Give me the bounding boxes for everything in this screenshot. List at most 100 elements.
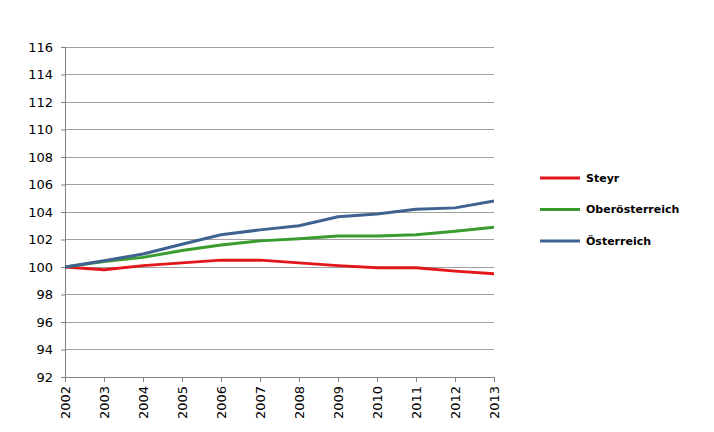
- x-tick-mark: [338, 377, 339, 382]
- y-tick: 104: [28, 205, 65, 220]
- x-tick: 2013: [487, 377, 502, 419]
- x-tick-mark: [377, 377, 378, 382]
- y-tick-label: 104: [28, 205, 53, 220]
- y-tick-mark: [61, 322, 65, 323]
- y-tick-mark: [61, 350, 65, 351]
- legend-label: Steyr: [586, 172, 620, 185]
- x-tick-mark: [65, 377, 66, 382]
- x-tick: 2007: [253, 377, 268, 419]
- legend: Steyr Oberösterreich Österreich: [540, 172, 679, 248]
- y-tick-label: 110: [28, 122, 53, 137]
- legend-label: Oberösterreich: [586, 203, 679, 216]
- x-tick-label: 2009: [331, 386, 346, 419]
- grid-line: [65, 47, 494, 48]
- y-tick-mark: [61, 212, 65, 213]
- y-tick-label: 92: [36, 370, 53, 385]
- series-line: [65, 260, 494, 274]
- grid-line: [65, 157, 494, 158]
- x-tick-mark: [104, 377, 105, 382]
- series-line: [65, 227, 494, 267]
- y-tick-mark: [61, 102, 65, 103]
- grid-line: [65, 184, 494, 185]
- y-tick: 108: [28, 150, 65, 165]
- y-tick: 114: [28, 67, 65, 82]
- y-tick-mark: [61, 295, 65, 296]
- legend-swatch: [540, 208, 580, 211]
- x-axis: 2002 2003 2004 2005 2006 2007 2008 2009 2010 2011…: [58, 377, 502, 419]
- x-tick-label: 2003: [97, 386, 112, 419]
- legend-label: Österreich: [586, 234, 651, 248]
- x-tick-mark: [221, 377, 222, 382]
- x-tick: 2008: [292, 377, 307, 419]
- legend-swatch: [540, 177, 580, 180]
- y-tick-label: 114: [28, 67, 53, 82]
- x-tick: 2003: [97, 377, 112, 419]
- y-tick-mark: [61, 377, 65, 378]
- grid-line: [65, 102, 494, 103]
- y-tick-mark: [61, 130, 65, 131]
- y-tick-mark: [61, 47, 65, 48]
- x-tick: 2005: [175, 377, 190, 419]
- x-tick-label: 2010: [370, 386, 385, 419]
- y-tick-label: 96: [36, 315, 53, 330]
- x-tick-mark: [416, 377, 417, 382]
- y-tick: 102: [28, 232, 65, 247]
- x-tick: 2004: [136, 377, 151, 419]
- y-tick-mark: [61, 157, 65, 158]
- y-tick-label: 116: [28, 40, 53, 55]
- y-tick-mark: [61, 267, 65, 268]
- series-line: [65, 201, 494, 267]
- x-tick-mark: [260, 377, 261, 382]
- legend-swatch: [540, 240, 580, 243]
- y-tick: 110: [28, 122, 65, 137]
- y-tick-label: 102: [28, 232, 53, 247]
- y-tick: 92: [36, 370, 65, 385]
- x-tick-label: 2007: [253, 386, 268, 419]
- y-axis: 92 94 96 98 100 102 104 106 108 110 112 114 116: [28, 40, 65, 385]
- y-tick: 96: [36, 315, 65, 330]
- x-tick-mark: [182, 377, 183, 382]
- grid-line: [65, 129, 494, 130]
- x-tick-label: 2012: [448, 386, 463, 419]
- x-tick: 2012: [448, 377, 463, 419]
- grid-line: [65, 322, 494, 323]
- y-axis-line: [61, 48, 66, 378]
- y-tick-label: 100: [28, 260, 53, 275]
- x-tick: 2006: [214, 377, 229, 419]
- y-tick-label: 112: [28, 95, 53, 110]
- y-tick-mark: [61, 240, 65, 241]
- chart: 9294969810010210410610811011211411620022…: [0, 0, 714, 432]
- y-tick-label: 108: [28, 150, 53, 165]
- grid: [65, 47, 494, 377]
- x-tick-mark: [299, 377, 300, 382]
- y-tick: 106: [28, 177, 65, 192]
- y-tick-mark: [61, 185, 65, 186]
- x-tick-mark: [494, 377, 495, 382]
- y-tick: 116: [28, 40, 65, 55]
- x-tick-label: 2011: [409, 386, 424, 419]
- x-tick-label: 2006: [214, 386, 229, 419]
- y-tick: 100: [28, 260, 65, 275]
- y-tick: 112: [28, 95, 65, 110]
- x-tick: 2010: [370, 377, 385, 419]
- y-tick: 94: [36, 342, 65, 357]
- grid-line: [65, 349, 494, 350]
- x-tick-label: 2008: [292, 386, 307, 419]
- x-tick-label: 2002: [58, 386, 73, 419]
- y-tick-label: 106: [28, 177, 53, 192]
- x-tick-mark: [455, 377, 456, 382]
- x-tick: 2009: [331, 377, 346, 419]
- x-tick-label: 2004: [136, 386, 151, 419]
- y-tick: 98: [36, 287, 65, 302]
- x-tick: 2011: [409, 377, 424, 419]
- y-tick-label: 94: [36, 342, 53, 357]
- x-axis-line: [66, 378, 495, 383]
- grid-line: [65, 294, 494, 295]
- lines: [65, 201, 494, 274]
- y-tick-mark: [61, 75, 65, 76]
- x-tick-label: 2005: [175, 386, 190, 419]
- x-tick-label: 2013: [487, 386, 502, 419]
- x-tick: 2002: [58, 377, 73, 419]
- grid-line: [65, 212, 494, 213]
- y-tick-label: 98: [36, 287, 53, 302]
